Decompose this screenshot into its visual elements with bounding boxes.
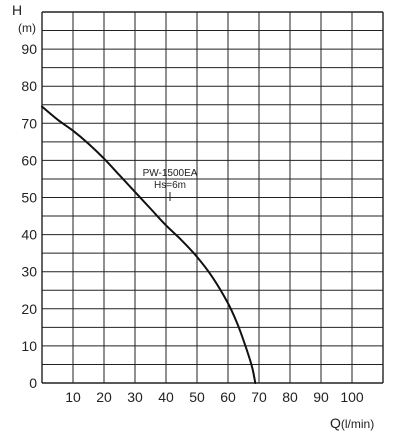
- y-axis-title: H: [12, 2, 22, 18]
- y-tick-label: 0: [29, 375, 37, 391]
- performance-curve-line: [41, 105, 257, 384]
- x-tick-label: 100: [340, 389, 364, 405]
- y-tick-label: 40: [21, 227, 37, 243]
- x-axis-unit: (l/min): [341, 417, 374, 431]
- y-tick-label: 50: [21, 190, 37, 206]
- performance-curve-layer: [41, 105, 257, 384]
- curve-annotation-suction-head: Hs=6m: [154, 180, 186, 191]
- x-tick-label: 30: [127, 389, 143, 405]
- x-tick-label: 10: [65, 389, 81, 405]
- x-tick-label: 80: [282, 389, 298, 405]
- x-tick-label: 60: [220, 389, 236, 405]
- tick-labels: 10 20 30 40 50 60 70 80 90 100 0 10 20 30 40 50 60 70 80 90: [21, 41, 363, 405]
- y-tick-label: 90: [21, 41, 37, 57]
- y-tick-label: 60: [21, 152, 37, 168]
- x-axis-title-letter: Q: [330, 415, 341, 431]
- y-tick-label: 70: [21, 115, 37, 131]
- x-tick-label: 20: [96, 389, 112, 405]
- x-tick-label: 50: [189, 389, 205, 405]
- x-axis-title: Q(l/min): [330, 415, 374, 431]
- x-tick-label: 90: [313, 389, 329, 405]
- x-tick-label: 70: [251, 389, 267, 405]
- y-tick-label: 10: [21, 338, 37, 354]
- y-tick-label: 30: [21, 264, 37, 280]
- grid: [41, 11, 384, 384]
- y-tick-label: 20: [21, 301, 37, 317]
- x-tick-label: 40: [158, 389, 174, 405]
- curve-annotation-model: PW-1500EA: [143, 168, 198, 179]
- y-tick-label: 80: [21, 78, 37, 94]
- y-axis-unit: (m): [18, 21, 36, 35]
